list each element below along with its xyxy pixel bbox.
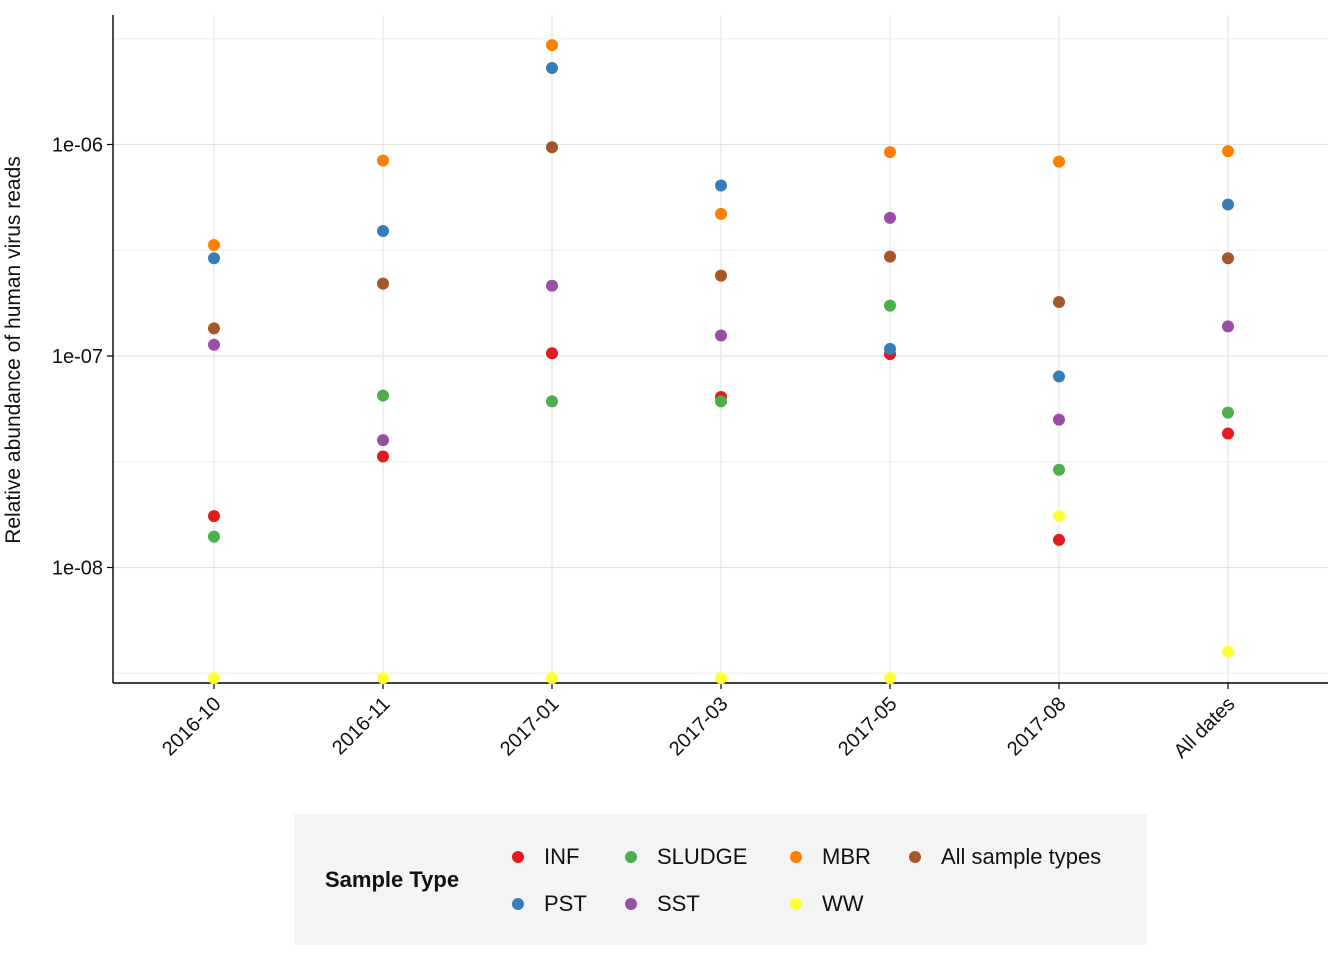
x-tick-label: 2017-03 — [665, 693, 732, 760]
point-all-sample-types — [208, 322, 220, 335]
point-inf — [1222, 427, 1234, 440]
point-all-sample-types — [715, 269, 727, 282]
point-mbr — [1053, 155, 1065, 168]
point-sludge — [715, 395, 727, 408]
y-tick-label: 1e-07 — [52, 346, 103, 368]
point-sst — [208, 338, 220, 351]
point-pst — [715, 179, 727, 192]
legend-title: Sample Type — [325, 867, 460, 892]
y-tick-label: 1e-08 — [52, 558, 103, 580]
legend-label-pst: PST — [544, 891, 587, 916]
legend-swatch-sst — [625, 898, 637, 910]
data-points — [208, 39, 1234, 685]
point-sludge — [1222, 406, 1234, 419]
legend-swatch-pst — [512, 898, 524, 910]
point-pst — [1222, 198, 1234, 211]
point-ww — [377, 672, 389, 685]
legend-label-all-sample-types: All sample types — [941, 844, 1102, 869]
point-mbr — [715, 207, 727, 220]
point-ww — [1053, 510, 1065, 523]
point-ww — [546, 672, 558, 685]
axes — [107, 15, 1328, 689]
point-inf — [1053, 533, 1065, 546]
x-tick-label: 2017-01 — [496, 693, 563, 760]
legend-swatch-all-sample-types — [909, 851, 921, 863]
point-all-sample-types — [1053, 296, 1065, 309]
point-sludge — [1053, 463, 1065, 476]
x-tick-label: 2017-05 — [834, 693, 901, 760]
legend-label-mbr: MBR — [822, 844, 871, 869]
y-axis-label: Relative abundance of human virus reads — [2, 156, 25, 544]
point-pst — [546, 61, 558, 74]
point-pst — [884, 342, 896, 355]
legend-label-sludge: SLUDGE — [657, 844, 748, 869]
legend-swatch-ww — [790, 898, 802, 910]
point-sst — [1053, 413, 1065, 426]
point-ww — [208, 672, 220, 685]
point-sst — [1222, 320, 1234, 333]
point-ww — [715, 672, 727, 685]
point-sludge — [208, 530, 220, 543]
point-ww — [884, 672, 896, 685]
point-pst — [1053, 370, 1065, 383]
grid-lines — [113, 15, 1328, 683]
point-inf — [546, 347, 558, 360]
point-mbr — [1222, 145, 1234, 158]
point-sst — [884, 211, 896, 224]
point-sludge — [546, 395, 558, 408]
legend: Sample Type INF PST SLUDGE SST MBR WW Al… — [294, 814, 1147, 945]
point-sst — [715, 329, 727, 342]
legend-swatch-mbr — [790, 851, 802, 863]
point-all-sample-types — [1222, 252, 1234, 265]
x-tick-label: 2016-11 — [328, 693, 394, 759]
x-tick-label: 2016-10 — [158, 693, 225, 760]
x-tick-label: All dates — [1170, 693, 1240, 763]
point-sludge — [377, 389, 389, 402]
point-pst — [208, 252, 220, 265]
legend-label-ww: WW — [822, 891, 864, 916]
legend-swatch-inf — [512, 851, 524, 863]
point-sludge — [884, 299, 896, 312]
point-all-sample-types — [546, 141, 558, 154]
legend-label-sst: SST — [657, 891, 700, 916]
y-tick-label: 1e-06 — [52, 135, 103, 157]
chart-canvas: 1e-08 1e-07 1e-06 2016-10 2016-11 2017-01 2017… — [52, 15, 1328, 763]
point-all-sample-types — [377, 277, 389, 290]
point-ww — [1222, 645, 1234, 658]
x-tick-label: 2017-08 — [1003, 693, 1070, 760]
legend-label-inf: INF — [544, 844, 580, 869]
point-mbr — [546, 39, 558, 52]
point-all-sample-types — [884, 250, 896, 263]
legend-swatch-sludge — [625, 851, 637, 863]
point-sst — [377, 434, 389, 447]
point-mbr — [377, 154, 389, 167]
point-mbr — [884, 146, 896, 159]
point-mbr — [208, 238, 220, 251]
point-sst — [546, 279, 558, 292]
point-inf — [377, 450, 389, 463]
point-pst — [377, 224, 389, 237]
tick-labels: 1e-08 1e-07 1e-06 2016-10 2016-11 2017-01 2017… — [52, 135, 1240, 763]
point-inf — [208, 510, 220, 523]
